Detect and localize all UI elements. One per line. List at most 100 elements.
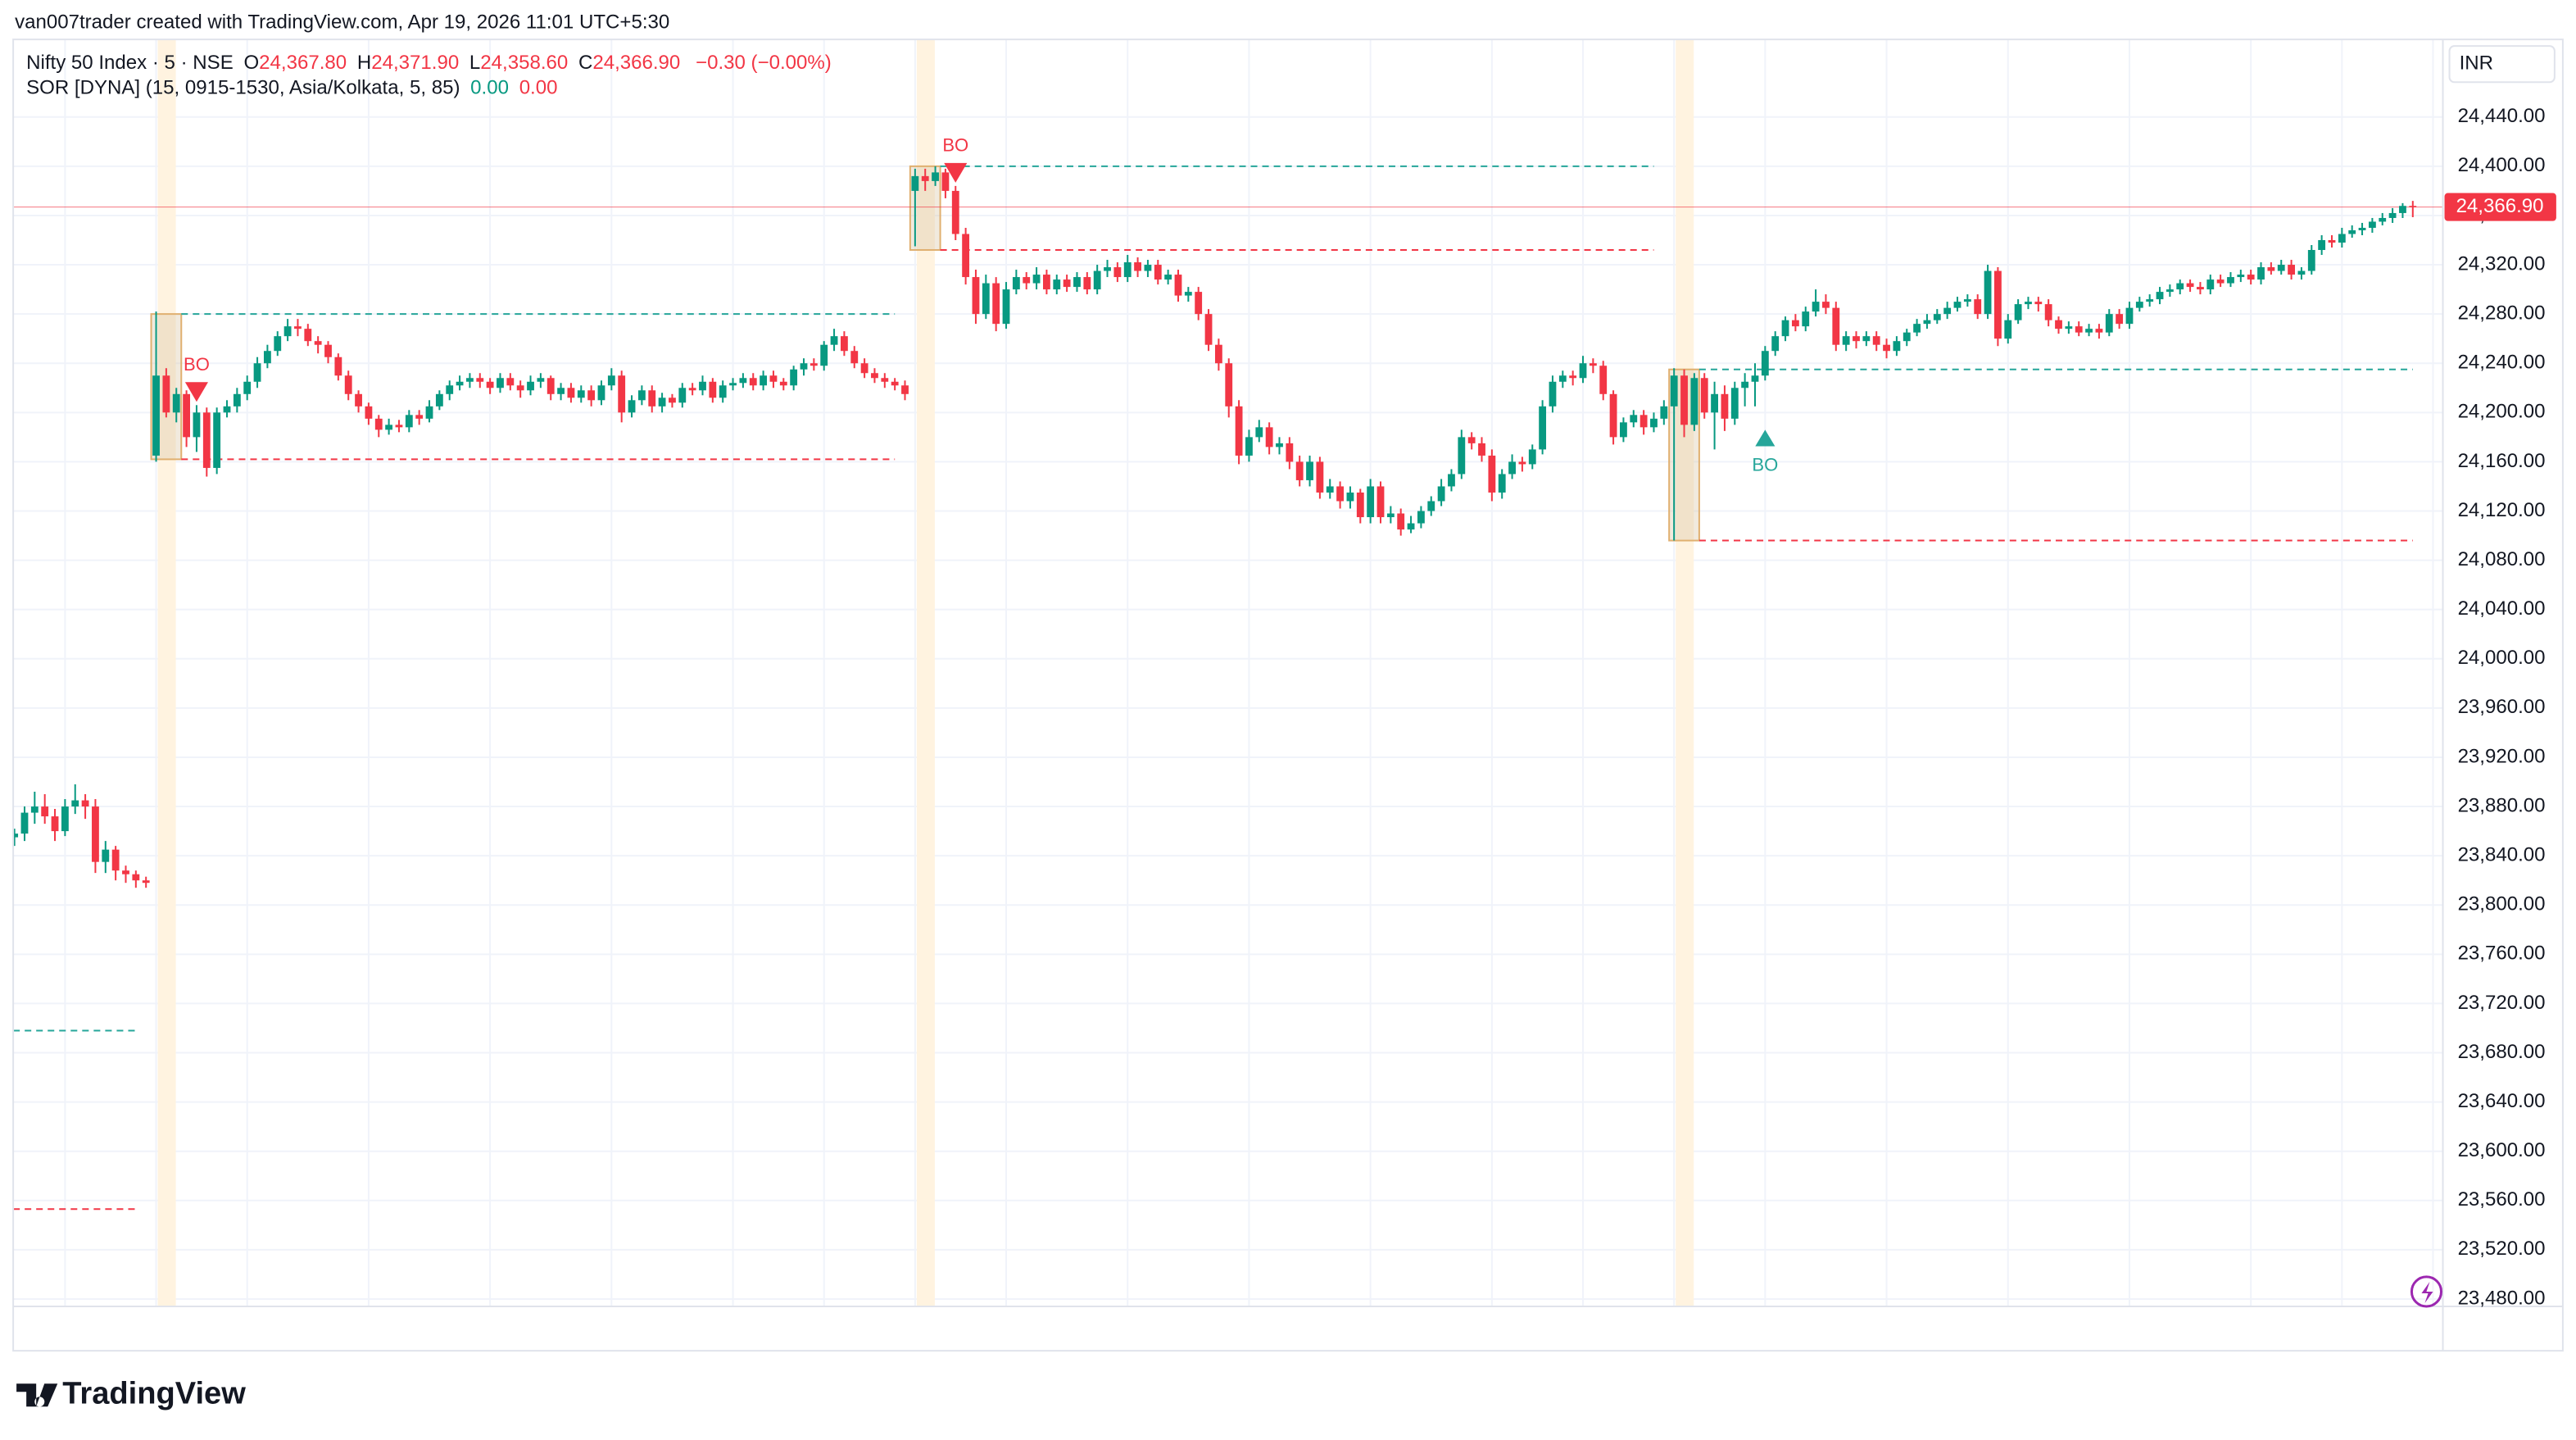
- candle-body: [992, 283, 1000, 325]
- candle-body: [1893, 341, 1901, 352]
- alert-icon[interactable]: [2410, 1275, 2443, 1308]
- signal-label: BO: [942, 135, 968, 156]
- candle-body: [61, 806, 69, 832]
- candle-body: [365, 406, 373, 419]
- candle-body: [1569, 375, 1577, 379]
- y-tick-label: 23,720.00: [2458, 992, 2546, 1014]
- y-tick-label: 24,040.00: [2458, 597, 2546, 620]
- candle-body: [810, 363, 818, 366]
- candle-body: [1104, 267, 1111, 271]
- y-tick-label: 24,320.00: [2458, 252, 2546, 275]
- candle-body: [2297, 270, 2306, 275]
- candle-body: [425, 406, 433, 419]
- candle-body: [2004, 320, 2012, 339]
- candle-body: [871, 373, 878, 379]
- candle-body: [537, 378, 545, 382]
- candle-body: [1953, 302, 1961, 308]
- candle-body: [2409, 206, 2417, 207]
- candle-body: [1245, 437, 1253, 456]
- candle-body: [972, 277, 980, 315]
- candle-body: [385, 425, 393, 430]
- candle-body: [1721, 393, 1729, 419]
- candle-body: [1113, 267, 1122, 278]
- candle-body: [202, 412, 211, 468]
- candle-body: [506, 378, 515, 386]
- candle-body: [1974, 299, 1982, 315]
- candle-body: [2338, 234, 2346, 243]
- candle-body: [669, 397, 676, 403]
- currency-box[interactable]: [2448, 45, 2556, 84]
- candle-body: [1518, 461, 1526, 465]
- candle-body: [2197, 287, 2204, 290]
- candle-body: [1154, 265, 1162, 280]
- candle-body: [1832, 307, 1840, 345]
- signal-marker: [944, 162, 968, 183]
- candle-body: [1427, 501, 1435, 511]
- candle-body: [263, 351, 271, 364]
- candle-body: [446, 385, 454, 394]
- candle-body: [607, 375, 615, 386]
- candle-body: [1761, 351, 1769, 376]
- candle-body: [2044, 304, 2052, 320]
- candle-body: [274, 336, 282, 352]
- legend-value: 24,367.80: [259, 52, 347, 75]
- candle-body: [546, 378, 555, 394]
- candle-body: [314, 341, 322, 345]
- candle-body: [1812, 302, 1820, 312]
- candle-body: [20, 812, 29, 834]
- legend-change: −0.30 (−0.00%): [696, 52, 832, 75]
- candle-body: [51, 816, 59, 832]
- candle-body: [516, 385, 524, 391]
- y-tick-label: 24,160.00: [2458, 450, 2546, 472]
- candle-body: [1295, 461, 1304, 480]
- candle-body: [1913, 324, 1921, 333]
- candle-body: [294, 326, 302, 329]
- y-tick-label: 24,000.00: [2458, 647, 2546, 669]
- candle-body: [911, 175, 919, 191]
- y-tick-label: 24,400.00: [2458, 154, 2546, 176]
- candle-body: [1872, 336, 1880, 345]
- y-tick-label: 23,760.00: [2458, 943, 2546, 965]
- candle-body: [577, 390, 585, 398]
- candle-body: [637, 390, 646, 401]
- candle-body: [699, 381, 706, 391]
- candle-body: [1306, 461, 1313, 480]
- legend-key: C: [578, 52, 592, 75]
- candle-body: [1620, 422, 1627, 438]
- candle-body: [769, 375, 778, 382]
- candle-body: [1326, 486, 1334, 493]
- candle-body: [1063, 279, 1071, 288]
- candle-body: [243, 381, 252, 394]
- candle-body: [658, 397, 666, 407]
- candle-body: [1558, 375, 1567, 382]
- candle-body: [476, 378, 484, 382]
- candle-body: [81, 800, 89, 807]
- candle-body: [962, 234, 970, 278]
- candle-body: [122, 870, 129, 874]
- candle-body: [1993, 270, 2002, 339]
- candle-body: [1346, 492, 1354, 502]
- candle-body: [648, 390, 656, 407]
- candle-body: [1670, 375, 1678, 407]
- candle-body: [213, 412, 221, 468]
- candle-body: [921, 175, 929, 181]
- signal-label: BO: [1752, 454, 1778, 475]
- candle-body: [2095, 329, 2103, 333]
- candle-body: [1023, 277, 1031, 284]
- candle-body: [2368, 221, 2376, 228]
- candle-body: [729, 383, 737, 386]
- candle-body: [334, 357, 342, 376]
- candle-body: [820, 344, 828, 366]
- candle-body: [1751, 375, 1759, 382]
- candle-body: [435, 393, 443, 407]
- candle-body: [2307, 250, 2315, 271]
- candle-body: [283, 326, 292, 337]
- candle-body: [800, 363, 808, 370]
- indicator-value: 0.00: [470, 77, 509, 99]
- candle-body: [1235, 406, 1243, 456]
- candle-body: [1650, 418, 1658, 428]
- brand-logo: [16, 1383, 58, 1407]
- currency: INR: [2460, 52, 2493, 75]
- candle-body: [1286, 443, 1294, 462]
